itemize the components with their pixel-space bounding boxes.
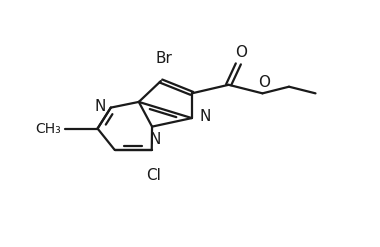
Text: N: N: [199, 109, 211, 124]
Text: Cl: Cl: [146, 168, 161, 183]
Text: N: N: [149, 132, 161, 147]
Text: N: N: [94, 99, 106, 114]
Text: CH₃: CH₃: [35, 122, 61, 136]
Text: Br: Br: [155, 51, 172, 66]
Text: O: O: [258, 75, 270, 90]
Text: O: O: [235, 45, 247, 61]
